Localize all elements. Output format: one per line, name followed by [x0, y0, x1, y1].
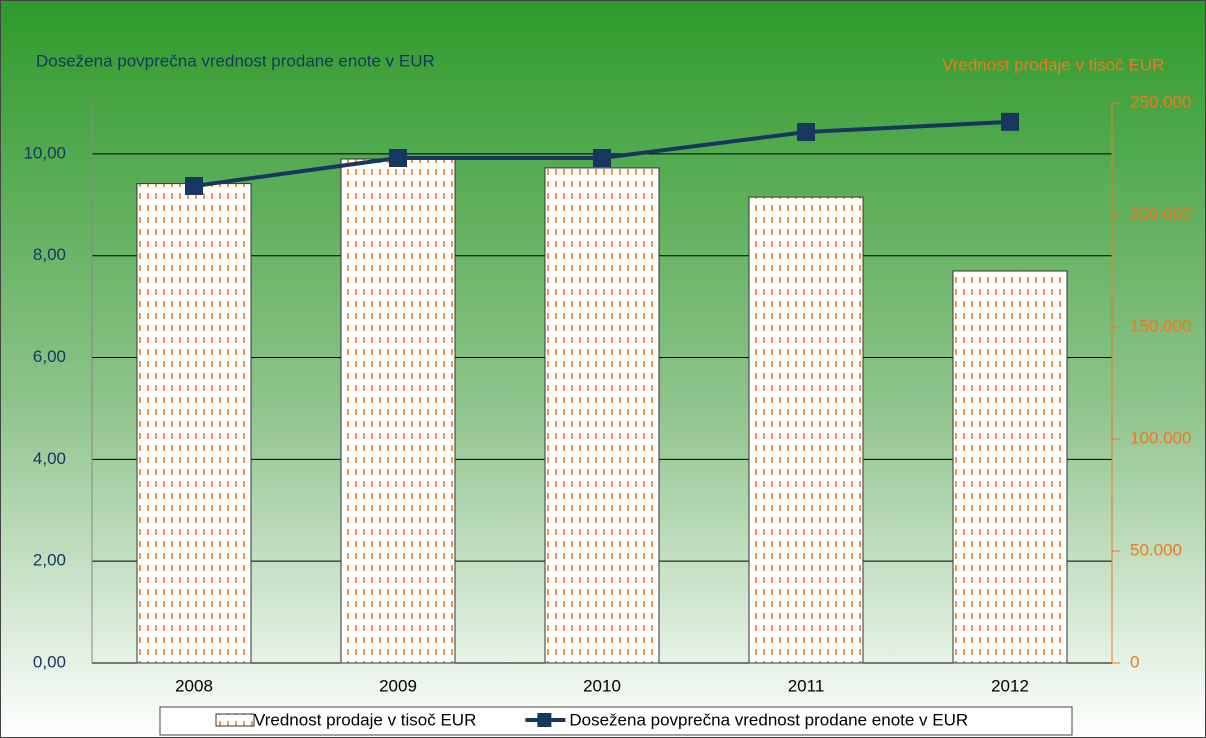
marker	[593, 148, 611, 167]
x-tick-label: 2012	[991, 676, 1029, 695]
y2-tick-label: 150.000	[1130, 316, 1191, 335]
marker	[797, 123, 815, 142]
y-tick-label: 4,00	[33, 449, 66, 468]
legend-swatch	[215, 713, 255, 727]
legend	[159, 706, 1073, 736]
y-tick-label: 0,00	[33, 652, 66, 671]
legend-label: Dosežena povprečna vrednost prodane enot…	[569, 710, 968, 729]
x-tick-label: 2011	[788, 676, 825, 695]
bar	[952, 270, 1068, 664]
marker	[389, 148, 407, 167]
x-tick-label: 2009	[379, 676, 417, 695]
marker	[185, 176, 203, 195]
x-tick-label: 2010	[583, 676, 621, 695]
marker	[1001, 112, 1019, 131]
y2-tick-label: 0	[1130, 652, 1139, 671]
bar	[340, 158, 456, 664]
y-axis-label: Dosežena povprečna vrednost prodane enot…	[36, 51, 435, 70]
bar	[748, 196, 864, 664]
y2-tick-label: 200.000	[1130, 204, 1191, 223]
y-tick-label: 10,00	[23, 143, 66, 162]
legend-swatch	[537, 713, 552, 727]
y2-axis-label: Vrednost prodaje v tisoč EUR	[942, 55, 1164, 74]
y2-tick-label: 50.000	[1130, 540, 1182, 559]
bar	[544, 167, 660, 664]
legend-label: Vrednost prodaje v tisoč EUR	[254, 710, 476, 729]
y2-tick-label: 100.000	[1130, 428, 1191, 447]
y-tick-label: 2,00	[33, 551, 66, 570]
y-tick-label: 6,00	[33, 347, 66, 366]
y2-tick-label: 250.000	[1130, 92, 1191, 111]
x-tick-label: 2008	[175, 676, 213, 695]
y-tick-label: 8,00	[33, 245, 66, 264]
bar	[136, 183, 252, 664]
